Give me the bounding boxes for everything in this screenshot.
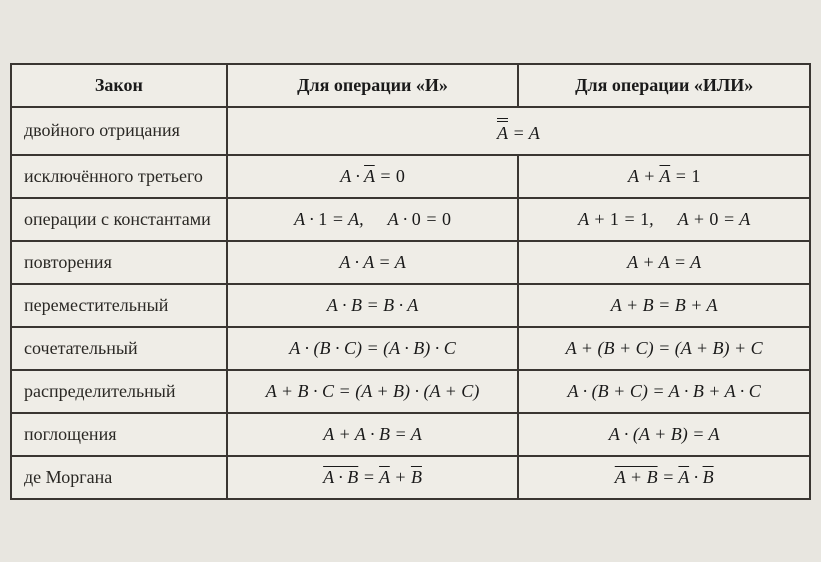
formula-distributive-and: A + B · C = (A + B) · (A + C) (227, 370, 519, 413)
law-name-distributive: распределительный (11, 370, 227, 413)
formula-idempotent-or: A + A = A (518, 241, 810, 284)
formula-constants-or: A + 1 = 1,A + 0 = A (518, 198, 810, 241)
header-or: Для операции «ИЛИ» (518, 64, 810, 107)
row-associative: сочетательный A · (B · C) = (A · B) · C … (11, 327, 810, 370)
header-and: Для операции «И» (227, 64, 519, 107)
formula-de-morgan-and: A · B = A + B (227, 456, 519, 499)
row-constants: операции с константами A · 1 = A,A · 0 =… (11, 198, 810, 241)
formula-commutative-or: A + B = B + A (518, 284, 810, 327)
formula-absorption-and: A + A · B = A (227, 413, 519, 456)
row-idempotent: повторения A · A = A A + A = A (11, 241, 810, 284)
law-name-idempotent: повторения (11, 241, 227, 284)
formula-double-negation: A = A (227, 107, 810, 155)
law-name-excluded-middle: исключённого третьего (11, 155, 227, 198)
law-name-double-negation: двойного отрицания (11, 107, 227, 155)
row-excluded-middle: исключённого третьего A · A = 0 A + A = … (11, 155, 810, 198)
formula-commutative-and: A · B = B · A (227, 284, 519, 327)
formula-de-morgan-or: A + B = A · B (518, 456, 810, 499)
formula-associative-and: A · (B · C) = (A · B) · C (227, 327, 519, 370)
table-header-row: Закон Для операции «И» Для операции «ИЛИ… (11, 64, 810, 107)
formula-associative-or: A + (B + C) = (A + B) + C (518, 327, 810, 370)
law-name-de-morgan: де Моргана (11, 456, 227, 499)
law-name-associative: сочетательный (11, 327, 227, 370)
formula-excluded-middle-or: A + A = 1 (518, 155, 810, 198)
law-name-commutative: переместительный (11, 284, 227, 327)
law-name-absorption: поглощения (11, 413, 227, 456)
formula-absorption-or: A · (A + B) = A (518, 413, 810, 456)
law-name-constants: операции с константами (11, 198, 227, 241)
formula-idempotent-and: A · A = A (227, 241, 519, 284)
formula-constants-and: A · 1 = A,A · 0 = 0 (227, 198, 519, 241)
row-commutative: переместительный A · B = B · A A + B = B… (11, 284, 810, 327)
formula-excluded-middle-and: A · A = 0 (227, 155, 519, 198)
row-de-morgan: де Моргана A · B = A + B A + B = A · B (11, 456, 810, 499)
logic-laws-table: Закон Для операции «И» Для операции «ИЛИ… (10, 63, 811, 500)
row-absorption: поглощения A + A · B = A A · (A + B) = A (11, 413, 810, 456)
row-distributive: распределительный A + B · C = (A + B) · … (11, 370, 810, 413)
header-law: Закон (11, 64, 227, 107)
formula-distributive-or: A · (B + C) = A · B + A · C (518, 370, 810, 413)
row-double-negation: двойного отрицания A = A (11, 107, 810, 155)
